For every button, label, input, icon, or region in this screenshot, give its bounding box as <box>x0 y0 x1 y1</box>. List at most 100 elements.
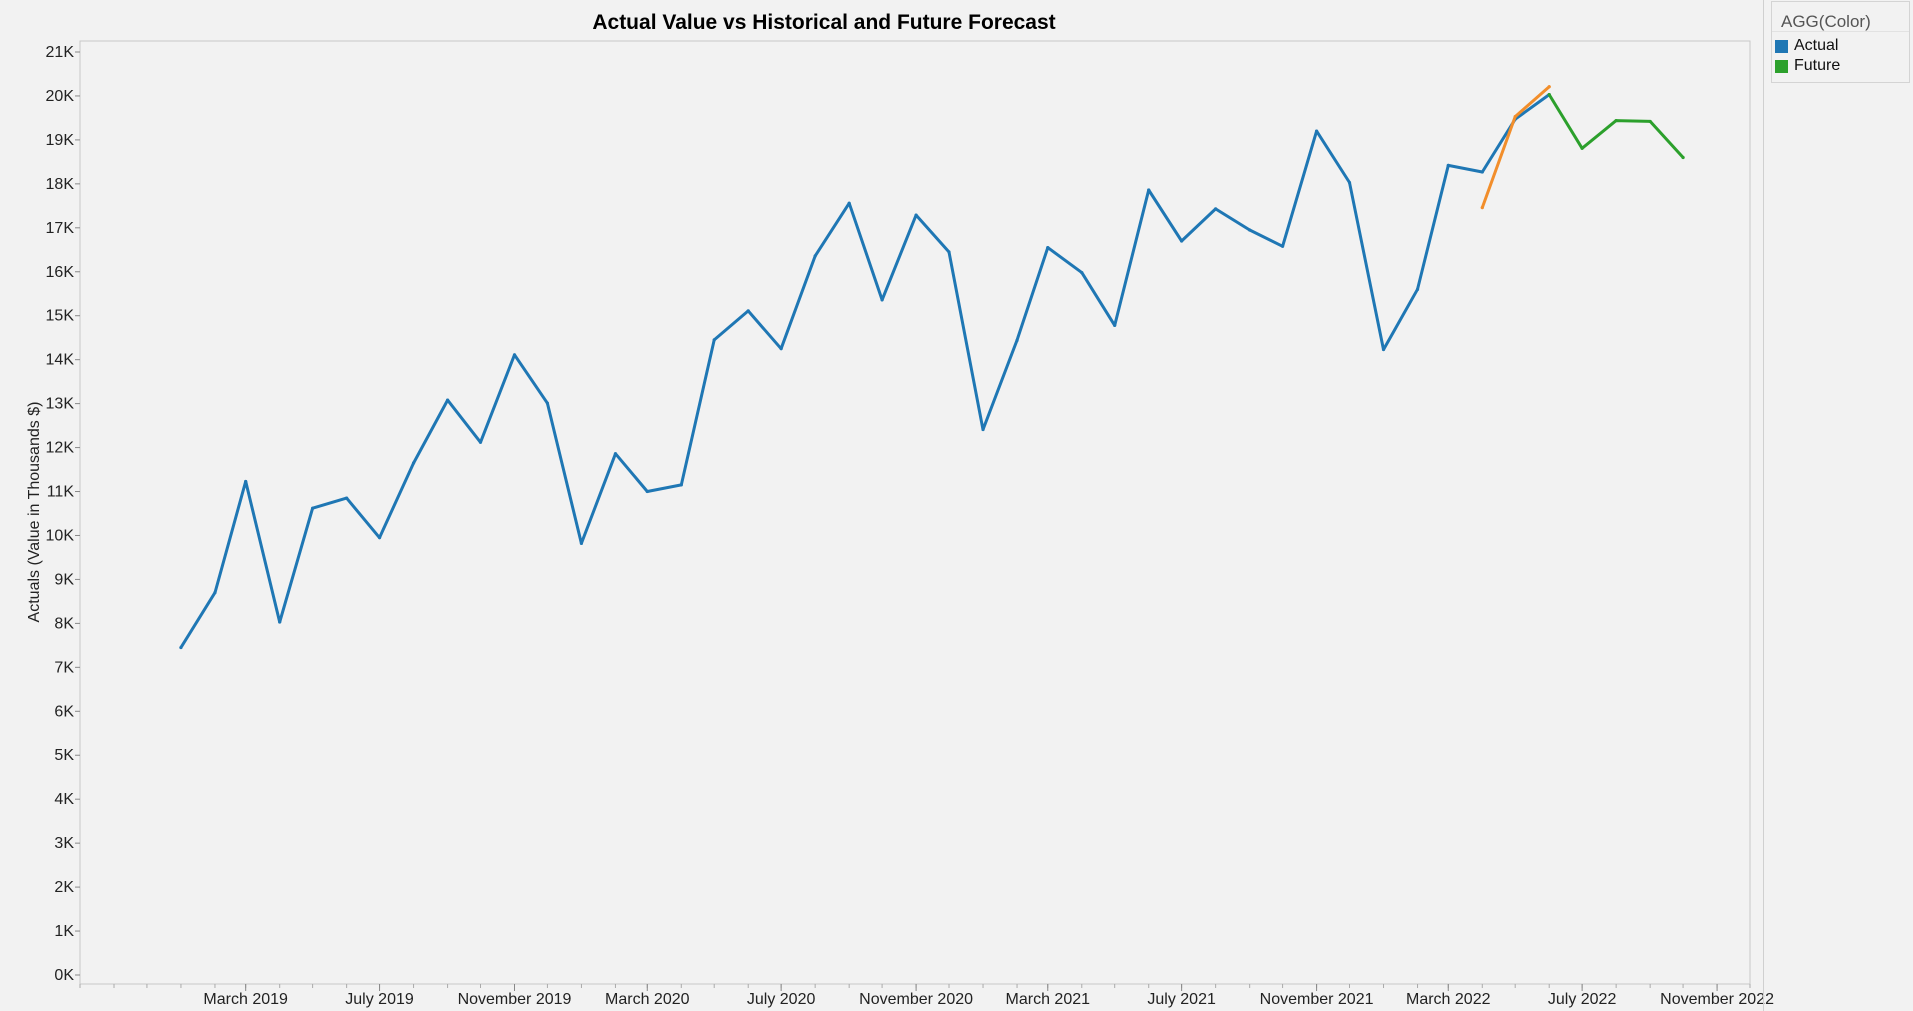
actual-point <box>1280 244 1285 248</box>
y-tick-label: 6K <box>54 703 74 720</box>
y-tick-label: 19K <box>46 132 75 149</box>
y-tick-label: 4K <box>54 791 74 808</box>
y-tick-label: 7K <box>54 659 74 676</box>
actual-point <box>1214 207 1218 211</box>
y-tick-label: 21K <box>46 44 75 61</box>
x-tick-label: March 2020 <box>605 991 690 1008</box>
y-tick-label: 3K <box>54 835 74 852</box>
actual-point <box>478 440 483 444</box>
actual-point <box>914 213 918 217</box>
y-tick-label: 14K <box>46 352 75 369</box>
actual-point <box>746 309 750 313</box>
legend-divider <box>1763 0 1764 1011</box>
legend-swatch <box>1775 59 1788 73</box>
x-tick-label: March 2022 <box>1406 991 1491 1008</box>
actual-point <box>512 353 517 357</box>
actual-point <box>377 536 382 540</box>
series-layer <box>179 85 1685 650</box>
y-tick-label: 11K <box>47 484 75 501</box>
legend-item-future[interactable]: Future <box>1772 56 1909 76</box>
y-tick-label: 18K <box>46 176 75 193</box>
legend-title: AGG(Color) <box>1772 2 1909 32</box>
y-tick-label: 20K <box>46 88 75 105</box>
future-point <box>1547 93 1551 97</box>
y-tick-label: 10K <box>46 527 75 544</box>
legend-swatch <box>1775 39 1788 53</box>
y-tick-label: 12K <box>46 440 75 457</box>
actual-point <box>847 201 851 205</box>
y-tick-label: 9K <box>54 571 74 588</box>
actual-point <box>645 489 649 494</box>
actual-point <box>244 479 248 484</box>
actual-point <box>1046 245 1050 250</box>
y-axis-label: Actuals (Value in Thousands $) <box>26 402 43 623</box>
future-point <box>1580 146 1584 150</box>
actual-point <box>1381 347 1386 352</box>
legend-label: Future <box>1794 57 1841 74</box>
y-axis: 0K 1K 2K 3K 4K 5K 6K 7K 8K 9K 10K 11K 12K 13K 14K 15K 16… <box>46 44 80 984</box>
actual-point <box>1446 163 1450 167</box>
future-point <box>1614 118 1618 123</box>
actual-point <box>813 254 817 258</box>
actual-point <box>947 250 951 254</box>
y-tick-label: 17K <box>46 220 75 237</box>
y-tick-label: 15K <box>46 308 75 325</box>
actual-point <box>1080 271 1084 275</box>
x-tick-label: November 2021 <box>1260 991 1374 1008</box>
actual-point <box>1415 287 1420 291</box>
plot-area <box>79 40 1751 985</box>
x-tick-label: July 2022 <box>1548 991 1617 1008</box>
series-2-point <box>1547 85 1551 89</box>
actual-point <box>712 338 716 342</box>
actual-point <box>1248 228 1252 232</box>
actual-point <box>278 620 282 624</box>
x-tick-label: July 2021 <box>1147 991 1216 1008</box>
series-2-point <box>1480 205 1484 210</box>
actual-point <box>1480 170 1484 174</box>
series-2-point <box>1513 115 1517 119</box>
y-tick-label: 13K <box>46 396 75 413</box>
actual-point <box>1147 188 1151 192</box>
legend-items: Actual Future <box>1772 32 1909 76</box>
actual-point <box>613 452 618 456</box>
actual-point <box>981 427 985 432</box>
x-axis: March 2019 July 2019 November 2019 March 20… <box>79 984 1774 1008</box>
actual-point <box>545 401 550 405</box>
x-tick-label: November 2020 <box>859 991 973 1008</box>
actual-point <box>779 347 783 351</box>
actual-point <box>345 496 349 500</box>
x-tick-label: March 2019 <box>203 991 288 1008</box>
actual-line <box>179 93 1551 650</box>
actual-point <box>880 298 884 302</box>
x-tick-label: November 2019 <box>458 991 572 1008</box>
legend-label: Actual <box>1794 37 1839 54</box>
y-tick-label: 1K <box>54 923 74 940</box>
actual-point <box>213 591 217 595</box>
x-tick-label: March 2021 <box>1006 991 1091 1008</box>
y-tick-label: 5K <box>54 747 74 764</box>
chart-title: Actual Value vs Historical and Future Fo… <box>592 11 1055 34</box>
legend-item-actual[interactable]: Actual <box>1772 36 1909 56</box>
y-tick-label: 0K <box>54 967 74 984</box>
actual-point <box>311 506 315 510</box>
x-tick-label: November 2022 <box>1660 991 1774 1008</box>
actual-point <box>445 398 450 402</box>
actual-point <box>411 461 416 465</box>
actual-point <box>679 483 683 487</box>
actual-point <box>1314 129 1319 133</box>
y-tick-label: 2K <box>54 879 74 896</box>
y-tick-label: 8K <box>54 615 74 632</box>
actual-point <box>1113 323 1117 327</box>
actual-point <box>1347 180 1352 185</box>
x-tick-label: July 2019 <box>345 991 414 1008</box>
legend: AGG(Color) Actual Future <box>1771 1 1910 83</box>
actual-point <box>1180 239 1184 243</box>
future-point <box>1681 155 1685 160</box>
y-tick-label: 16K <box>46 264 75 281</box>
actual-point <box>1015 338 1019 342</box>
future-point <box>1648 119 1652 124</box>
x-tick-label: July 2020 <box>747 991 816 1008</box>
actual-point <box>579 541 584 545</box>
actual-point <box>179 645 183 650</box>
